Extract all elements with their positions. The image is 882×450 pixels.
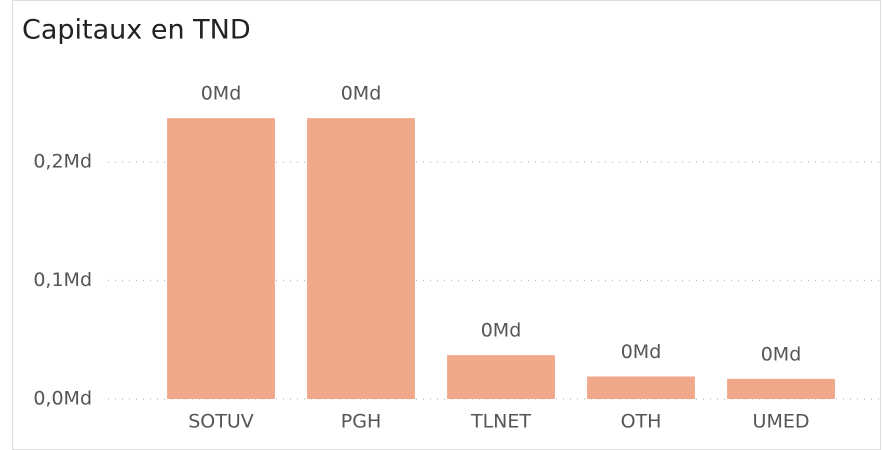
chart-title: Capitaux en TND <box>22 15 251 46</box>
bar <box>587 376 695 399</box>
y-tick-label: 0,2Md <box>33 151 92 173</box>
bar <box>447 355 555 399</box>
data-label: 0Md <box>201 83 242 105</box>
y-tick-label: 0,0Md <box>33 388 92 410</box>
y-tick-label: 0,1Md <box>33 269 92 291</box>
bar <box>307 118 415 399</box>
x-tick-label: SOTUV <box>188 411 254 433</box>
data-label: 0Md <box>481 320 522 342</box>
data-label: 0Md <box>621 341 662 363</box>
x-tick-label: UMED <box>753 411 810 433</box>
x-tick-label: TLNET <box>470 411 531 433</box>
data-label: 0Md <box>341 83 382 105</box>
x-tick-label: PGH <box>341 411 381 433</box>
data-label: 0Md <box>761 343 802 365</box>
bar <box>727 378 835 399</box>
bar <box>167 118 275 399</box>
x-tick-label: OTH <box>621 411 662 433</box>
